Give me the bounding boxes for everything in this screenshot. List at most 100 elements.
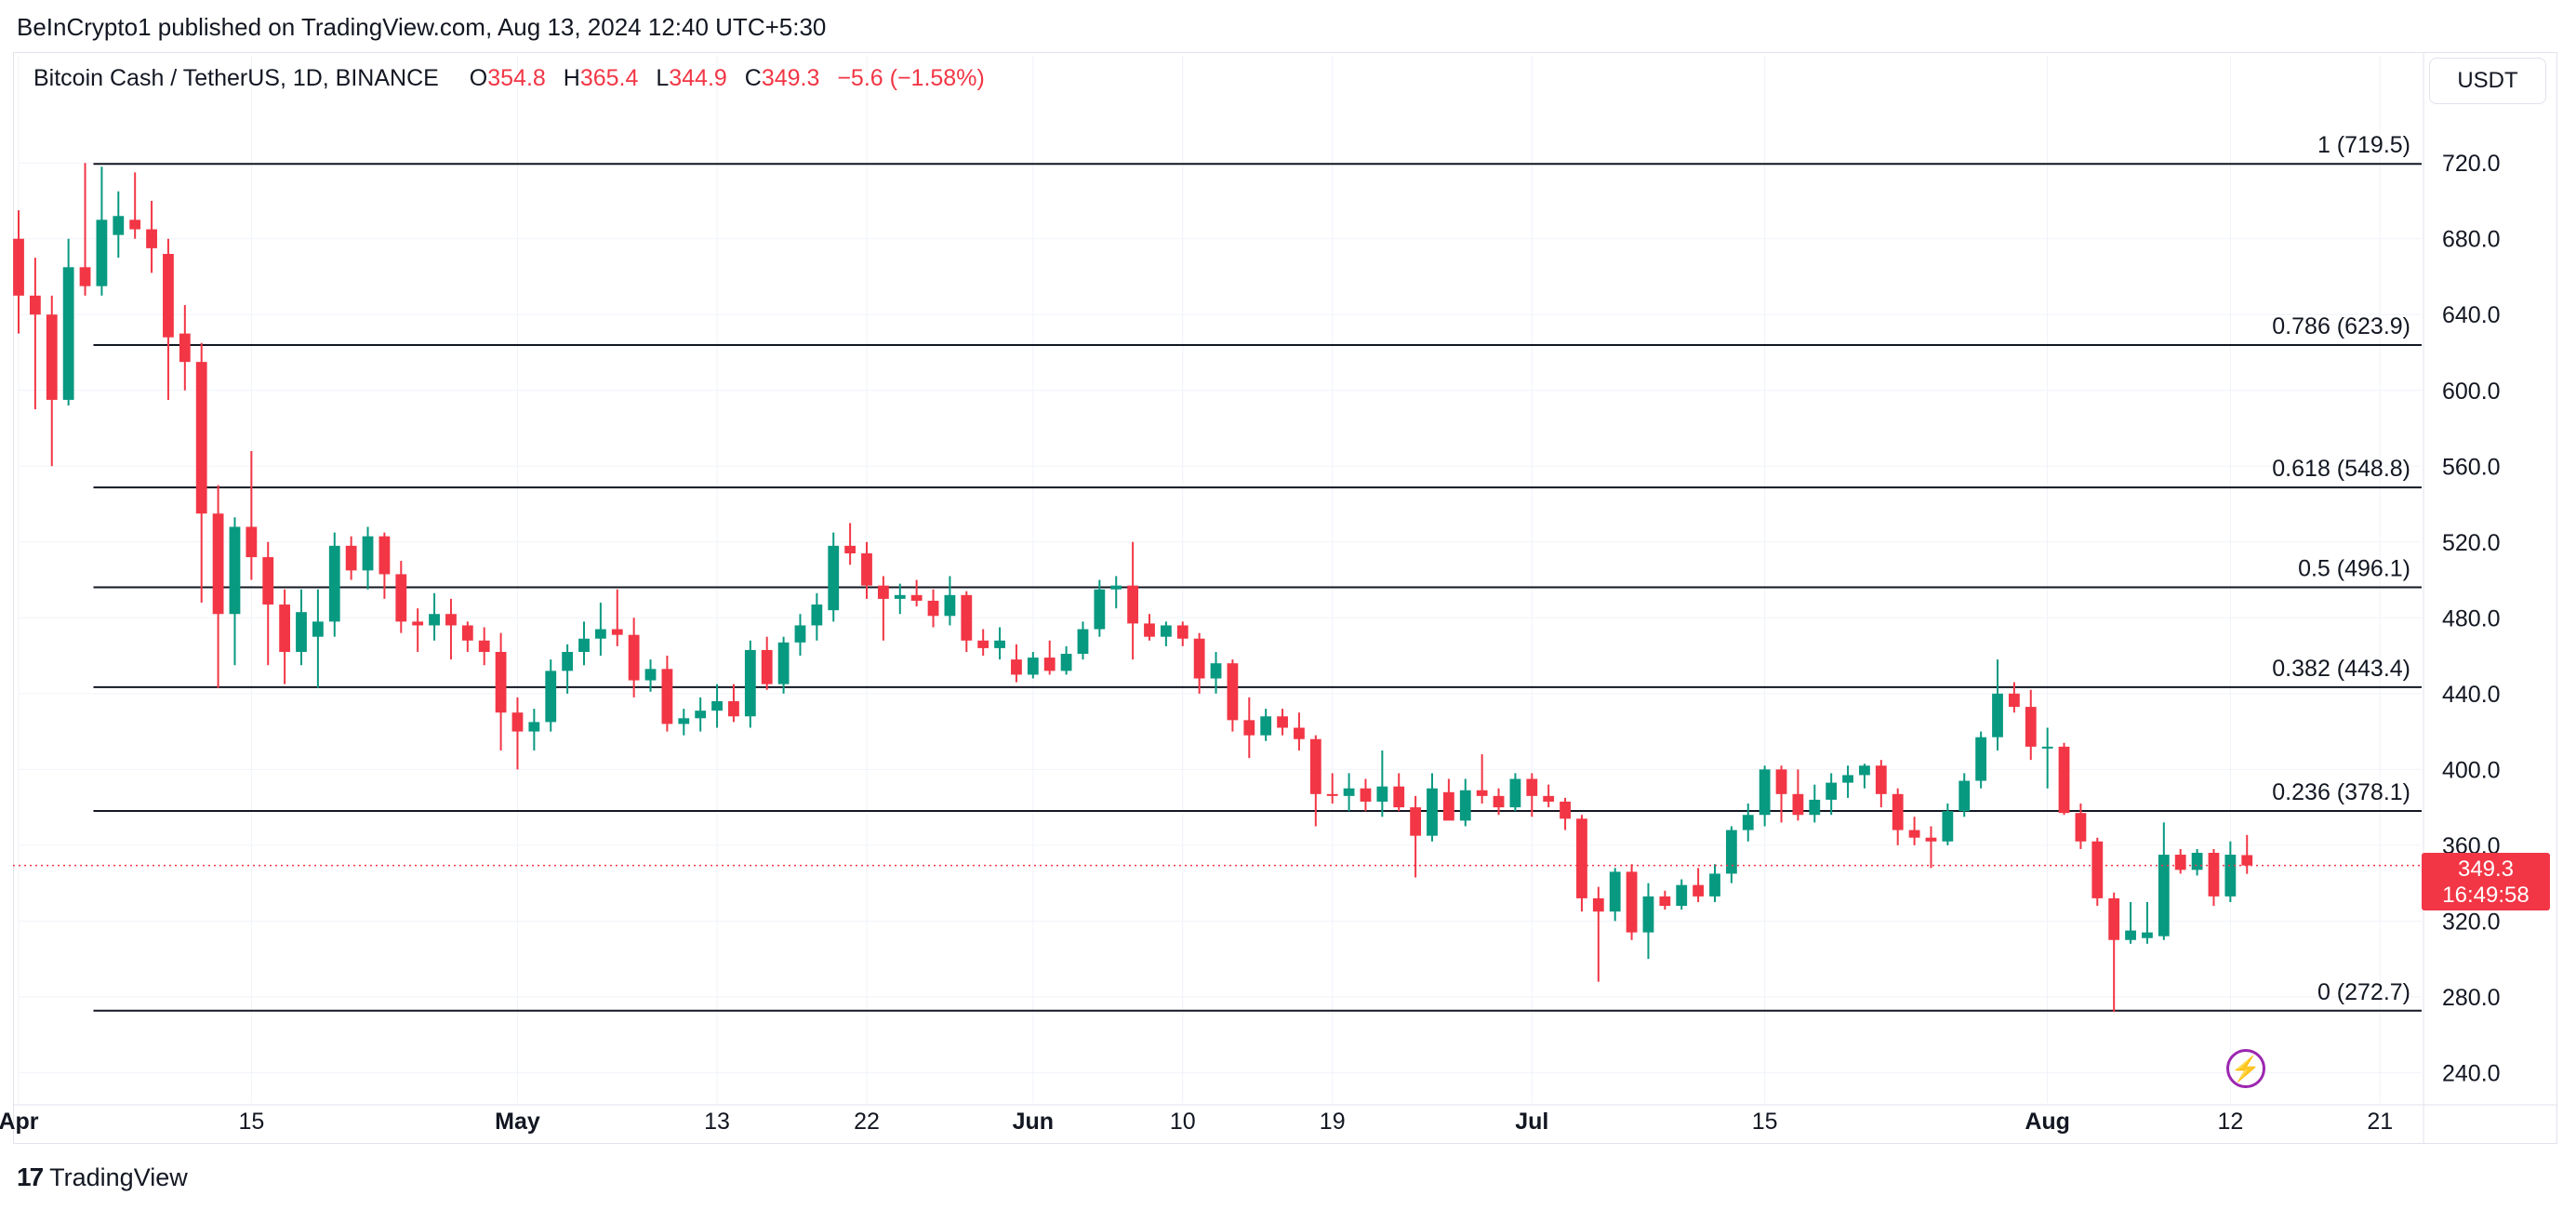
candle <box>844 523 856 565</box>
close-label: C <box>744 65 762 91</box>
close-value: 349.3 <box>761 65 820 91</box>
candle-body <box>2108 897 2120 940</box>
candle-body <box>644 669 657 681</box>
candle-body <box>212 513 224 615</box>
candle <box>545 659 557 732</box>
candle-body <box>79 267 91 286</box>
x-tick-label: 19 <box>1320 1109 1346 1135</box>
candle-body <box>378 536 391 575</box>
fib-level-label: 0.5 (496.1) <box>2298 555 2410 581</box>
candle-body <box>562 651 574 671</box>
last-price-tag: 349.3 16:49:58 <box>2422 852 2550 910</box>
candle <box>611 589 623 646</box>
high-label: H <box>563 65 580 91</box>
candle <box>761 636 773 690</box>
candle <box>2075 804 2087 849</box>
candle <box>1027 651 1039 679</box>
candle <box>246 450 258 580</box>
x-tick-label: Apr <box>0 1109 39 1135</box>
symbol-legend[interactable]: Bitcoin Cash / TetherUS, 1D, BINANCE O35… <box>33 65 985 92</box>
y-tick-label: 520.0 <box>2442 530 2501 556</box>
candle-body <box>695 711 707 719</box>
candle <box>728 684 739 723</box>
candle <box>1493 788 1505 816</box>
candle <box>1942 804 1954 845</box>
candle-body <box>328 545 340 622</box>
tradingview-mark-icon: 17 <box>17 1162 44 1191</box>
candle <box>146 200 157 273</box>
candle-body <box>2174 855 2186 870</box>
candle <box>628 618 640 698</box>
candle-body <box>2241 855 2253 866</box>
candle-body <box>1576 818 1587 898</box>
candle-body <box>395 574 407 622</box>
candle <box>528 709 540 751</box>
candle-body <box>195 362 207 514</box>
candle-body <box>777 642 790 684</box>
fib-level-label: 0.786 (623.9) <box>2272 313 2410 339</box>
candle-body <box>1759 769 1771 816</box>
candle-body <box>445 614 457 626</box>
open-label: O <box>469 65 488 91</box>
candle <box>894 583 906 615</box>
fib-level-label: 0.236 (378.1) <box>2272 779 2410 805</box>
candle <box>994 627 1005 660</box>
candle <box>1576 815 1587 912</box>
candle-body <box>179 333 191 363</box>
candle-body <box>1826 782 1838 800</box>
candle <box>678 709 690 736</box>
candle-body <box>1560 801 1571 819</box>
candle-body <box>728 700 739 717</box>
candle-body <box>2041 746 2053 749</box>
candle <box>578 621 590 666</box>
candle <box>744 640 756 728</box>
candle <box>262 541 274 666</box>
candle <box>46 295 58 467</box>
candle <box>445 598 457 660</box>
candle-body <box>1326 793 1338 796</box>
tradingview-logo[interactable]: 17 TradingView <box>17 1162 188 1192</box>
candle-body <box>794 625 806 643</box>
lightning-icon[interactable]: ⚡ <box>2226 1049 2265 1088</box>
candle <box>2108 892 2120 1013</box>
candle-body <box>894 594 906 599</box>
currency-selector[interactable]: USDT <box>2429 58 2546 104</box>
candle <box>1775 765 1787 823</box>
candle-body <box>1642 896 1654 933</box>
candle-body <box>1959 780 1971 812</box>
candle <box>1925 826 1937 869</box>
candle-body <box>761 649 773 684</box>
y-tick-label: 240.0 <box>2442 1060 2501 1086</box>
candle-body <box>1526 778 1538 796</box>
candle <box>2091 837 2104 907</box>
candle-body <box>13 238 24 296</box>
tradingview-brand: TradingView <box>49 1162 188 1191</box>
publisher-line: BeInCrypto1 published on TradingView.com… <box>17 13 827 41</box>
candle-body <box>1992 693 2003 737</box>
candle-body <box>345 545 357 571</box>
candle <box>412 608 424 652</box>
candle <box>1343 773 1355 812</box>
candle <box>1792 769 1804 821</box>
candle <box>62 238 74 406</box>
candle <box>2041 727 2053 789</box>
candle-body <box>362 536 374 571</box>
candle <box>1959 773 1971 817</box>
y-tick-label: 720.0 <box>2442 151 2501 177</box>
candle-body <box>495 651 507 713</box>
candle-body <box>1942 811 1954 842</box>
low-value: 344.9 <box>669 65 727 91</box>
candle <box>961 591 973 652</box>
candle <box>1609 868 1621 922</box>
candle <box>2241 834 2253 874</box>
candle-body <box>1376 786 1388 802</box>
candle-body <box>1060 654 1072 671</box>
candle-body <box>1309 738 1321 794</box>
candle <box>2025 689 2037 761</box>
candle <box>1360 778 1372 812</box>
candle-body <box>977 640 989 648</box>
candle <box>1393 773 1405 812</box>
candle <box>1011 644 1022 683</box>
candle-body <box>1908 830 1920 838</box>
